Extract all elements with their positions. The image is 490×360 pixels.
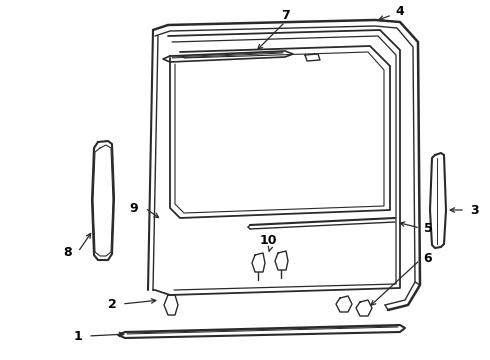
Text: 7: 7 (281, 9, 290, 22)
Text: 5: 5 (424, 221, 432, 234)
Text: 8: 8 (64, 246, 73, 258)
Text: 1: 1 (74, 330, 82, 343)
Text: 3: 3 (470, 203, 478, 216)
Text: 10: 10 (259, 234, 277, 247)
Text: 9: 9 (130, 202, 138, 215)
Text: 6: 6 (424, 252, 432, 265)
Text: 2: 2 (108, 297, 117, 310)
Text: 4: 4 (395, 5, 404, 18)
